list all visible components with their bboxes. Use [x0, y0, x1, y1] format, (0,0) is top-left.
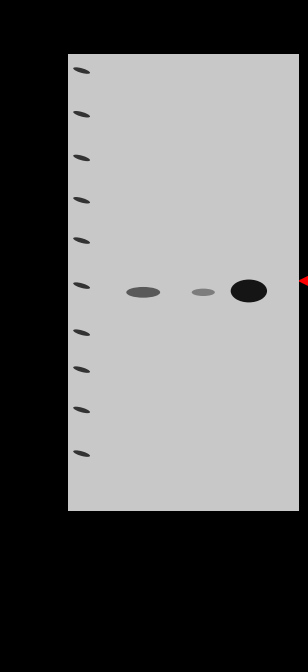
Ellipse shape: [73, 237, 90, 244]
Bar: [68, 54, 299, 511]
Ellipse shape: [73, 282, 90, 289]
Ellipse shape: [73, 155, 90, 161]
Ellipse shape: [73, 67, 90, 74]
Ellipse shape: [73, 111, 90, 118]
Ellipse shape: [73, 407, 90, 413]
Ellipse shape: [192, 289, 215, 296]
Ellipse shape: [73, 450, 90, 457]
Ellipse shape: [231, 280, 267, 302]
Ellipse shape: [126, 287, 160, 298]
Ellipse shape: [73, 366, 90, 373]
Ellipse shape: [73, 197, 90, 204]
Ellipse shape: [73, 329, 90, 336]
